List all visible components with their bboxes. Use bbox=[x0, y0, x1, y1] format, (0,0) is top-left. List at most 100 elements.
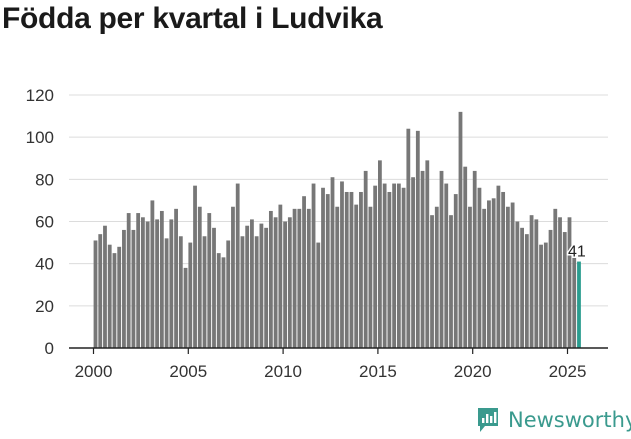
bar bbox=[539, 244, 543, 348]
bar bbox=[482, 208, 487, 348]
bar bbox=[491, 198, 496, 348]
y-tick-label: 80 bbox=[35, 170, 54, 189]
bar bbox=[235, 183, 240, 348]
bar bbox=[430, 215, 434, 348]
bar bbox=[425, 160, 430, 348]
bar bbox=[216, 253, 221, 348]
newsworthy-logo-icon bbox=[478, 408, 498, 432]
bar bbox=[188, 242, 193, 348]
bar bbox=[344, 191, 349, 348]
bar bbox=[396, 183, 401, 348]
bar bbox=[155, 219, 160, 348]
bar bbox=[145, 221, 150, 348]
x-tick-label: 2015 bbox=[359, 362, 397, 381]
bar bbox=[406, 128, 411, 348]
bar bbox=[264, 227, 269, 348]
bar bbox=[382, 183, 387, 348]
bar bbox=[103, 225, 107, 348]
bar bbox=[548, 229, 553, 348]
bar bbox=[387, 191, 392, 348]
bar bbox=[444, 183, 449, 348]
bar bbox=[250, 219, 254, 348]
y-tick-label: 100 bbox=[26, 128, 54, 147]
y-tick-label: 0 bbox=[45, 339, 54, 358]
bar bbox=[302, 196, 306, 348]
bar bbox=[197, 206, 202, 348]
bar bbox=[221, 257, 226, 348]
bar bbox=[159, 210, 164, 348]
bar bbox=[117, 246, 122, 348]
bar bbox=[335, 206, 340, 348]
bar bbox=[287, 217, 292, 348]
bar bbox=[193, 185, 197, 348]
bar bbox=[415, 130, 420, 348]
x-tick-label: 2010 bbox=[264, 362, 302, 381]
bar bbox=[226, 240, 231, 348]
bar bbox=[354, 204, 359, 348]
bar bbox=[202, 236, 207, 348]
bar bbox=[359, 191, 363, 348]
bar bbox=[349, 191, 354, 348]
bar bbox=[472, 170, 477, 348]
newsworthy-logo-text: Newsworthy bbox=[508, 408, 631, 432]
bar bbox=[169, 219, 174, 348]
bar bbox=[306, 208, 311, 348]
bar bbox=[93, 240, 98, 348]
bar bbox=[183, 267, 188, 348]
bar bbox=[378, 160, 382, 348]
bar bbox=[468, 206, 472, 348]
bar bbox=[212, 227, 216, 348]
axes: 0 20 40 60 80 100 120 2000 2005 2010 2015 2020 2025 4… bbox=[26, 86, 608, 381]
bar bbox=[254, 236, 259, 348]
bar bbox=[373, 185, 378, 348]
bar bbox=[240, 236, 245, 348]
bar bbox=[273, 217, 278, 348]
bar bbox=[259, 223, 264, 348]
bar bbox=[330, 177, 335, 348]
bar bbox=[292, 208, 297, 348]
x-tick-label: 2020 bbox=[454, 362, 492, 381]
y-tick-label: 20 bbox=[35, 297, 54, 316]
bar bbox=[505, 206, 510, 348]
bar bbox=[297, 208, 302, 348]
bar bbox=[515, 221, 520, 348]
bar bbox=[245, 225, 250, 348]
bar bbox=[534, 219, 539, 348]
bar bbox=[449, 215, 453, 348]
bar bbox=[553, 208, 558, 348]
bar bbox=[567, 217, 572, 348]
bar bbox=[477, 187, 482, 348]
bar bbox=[340, 181, 344, 348]
x-tick-label: 2025 bbox=[549, 362, 587, 381]
bar bbox=[268, 210, 273, 348]
bar bbox=[401, 187, 406, 348]
bar bbox=[496, 185, 501, 348]
bar bbox=[321, 187, 325, 348]
bar bbox=[520, 227, 524, 348]
newsworthy-logo: Newsworthy bbox=[476, 406, 631, 434]
x-tick-label: 2000 bbox=[75, 362, 113, 381]
bar bbox=[141, 217, 145, 348]
bar bbox=[178, 236, 183, 348]
bar bbox=[174, 208, 178, 348]
bar bbox=[392, 183, 397, 348]
bar bbox=[122, 229, 126, 348]
bar bbox=[131, 229, 136, 348]
last-value-label: 41 bbox=[568, 244, 586, 261]
bar bbox=[558, 217, 562, 348]
bar bbox=[487, 200, 491, 348]
bar bbox=[207, 213, 212, 348]
bar bbox=[283, 221, 287, 348]
bar bbox=[112, 253, 117, 348]
bar bbox=[231, 206, 235, 348]
bar bbox=[501, 191, 506, 348]
bar bbox=[434, 206, 439, 348]
bar bbox=[368, 206, 373, 348]
bar bbox=[311, 183, 316, 348]
bar bbox=[453, 194, 458, 348]
bar bbox=[463, 166, 468, 348]
x-tick-label: 2005 bbox=[169, 362, 207, 381]
bar bbox=[543, 242, 548, 348]
bar bbox=[126, 213, 131, 348]
